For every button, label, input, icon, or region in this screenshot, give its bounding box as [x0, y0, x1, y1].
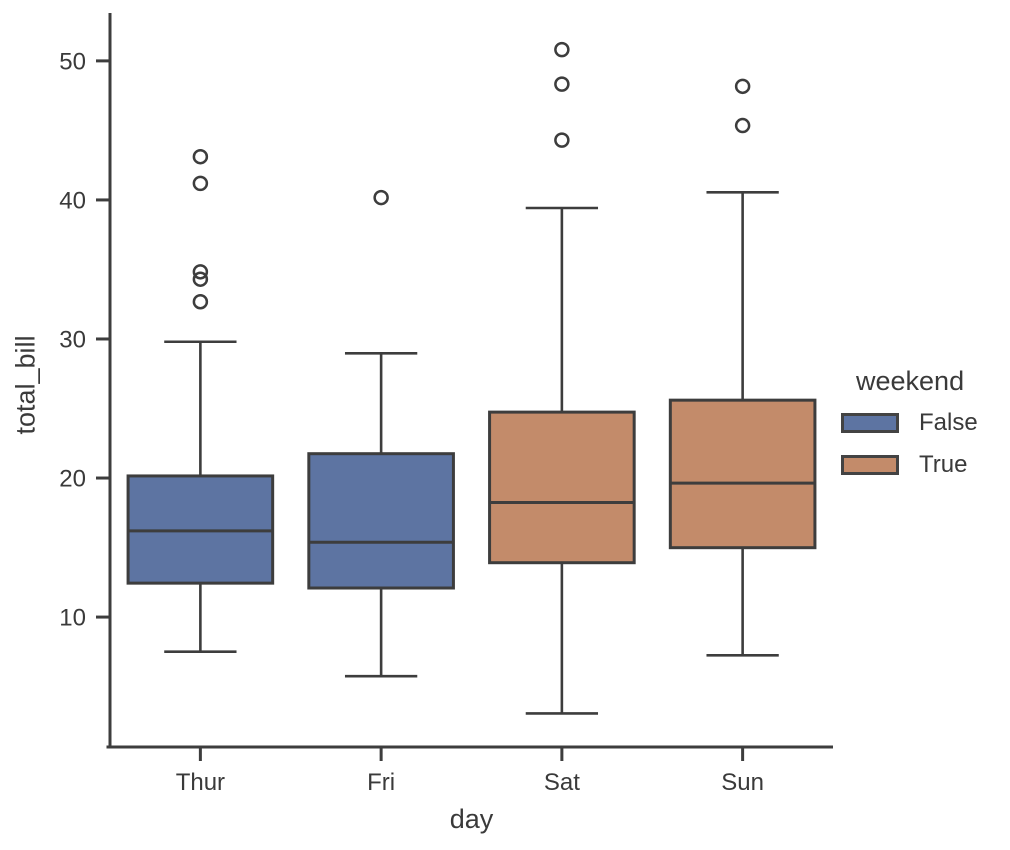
- outlier-point-thur: [192, 271, 209, 287]
- box-sat: [488, 410, 636, 565]
- outlier-point-thur: [192, 148, 209, 165]
- outlier-point-fri: [373, 189, 389, 206]
- x-axis-label: day: [449, 804, 494, 834]
- outlier-point-thur: [192, 264, 209, 280]
- outlier-point-thur: [192, 175, 209, 192]
- y-axis-label: total_bill: [10, 335, 41, 435]
- outlier-point-sun: [734, 78, 751, 95]
- y-tick-label: 40: [59, 187, 86, 214]
- x-tick-label-thur: Thur: [176, 769, 225, 796]
- outlier-point-sat: [554, 132, 570, 148]
- y-tick-label: 10: [59, 605, 86, 632]
- outlier-point-sun: [734, 117, 751, 134]
- legend-label-false: False: [919, 409, 978, 436]
- legend-item-true: True: [841, 451, 978, 479]
- outlier-point-thur: [192, 293, 209, 310]
- legend-label-true: True: [919, 451, 968, 478]
- legend: weekend False True: [841, 366, 978, 493]
- x-tick-label-fri: Fri: [367, 769, 395, 796]
- outlier-point-sat: [554, 41, 570, 58]
- x-tick-label-sun: Sun: [721, 769, 764, 796]
- y-tick-label: 50: [59, 48, 86, 75]
- legend-title: weekend: [856, 366, 965, 396]
- box-sun: [668, 398, 817, 550]
- y-tick-label: 20: [59, 466, 86, 493]
- legend-swatch-true: [841, 455, 899, 475]
- outlier-point-sat: [554, 76, 570, 92]
- box-fri: [307, 452, 455, 590]
- x-tick-label-sat: Sat: [544, 769, 580, 796]
- legend-swatch-false: [841, 413, 899, 433]
- y-tick-label: 30: [59, 326, 86, 353]
- legend-item-false: False: [841, 409, 978, 437]
